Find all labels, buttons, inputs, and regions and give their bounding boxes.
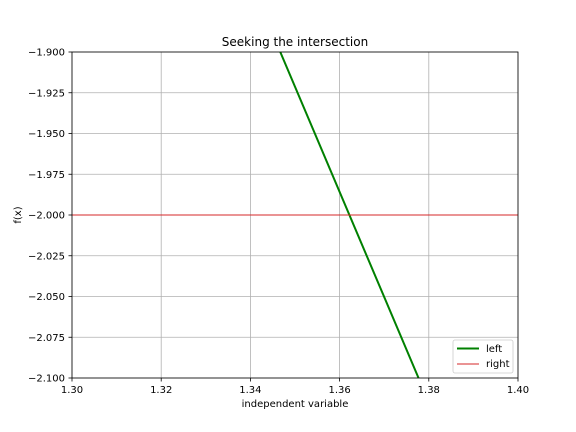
y-tick-label: −2.050 xyxy=(28,292,65,303)
legend: left right xyxy=(453,340,513,373)
y-tick-label: −2.100 xyxy=(28,374,65,385)
y-axis-label: f(x) xyxy=(13,206,24,223)
x-tick-label: 1.30 xyxy=(61,385,83,396)
x-tick-label: 1.32 xyxy=(150,385,172,396)
x-tick-label: 1.34 xyxy=(239,385,261,396)
y-tick-label: −2.025 xyxy=(28,251,65,262)
x-tick-label: 1.38 xyxy=(418,385,440,396)
y-tick-label: −2.000 xyxy=(28,211,65,222)
y-tick-label: −2.075 xyxy=(28,333,65,344)
legend-label-right: right xyxy=(486,359,510,370)
y-tick-label: −1.900 xyxy=(28,48,65,59)
x-tick-label: 1.40 xyxy=(507,385,529,396)
y-tick-label: −1.950 xyxy=(28,129,65,140)
x-axis-label: independent variable xyxy=(242,399,349,410)
legend-label-left: left xyxy=(486,344,502,355)
chart-title: Seeking the intersection xyxy=(222,35,368,49)
x-tick-label: 1.36 xyxy=(328,385,350,396)
y-tick-label: −1.925 xyxy=(28,88,65,99)
y-tick-label: −1.975 xyxy=(28,170,65,181)
